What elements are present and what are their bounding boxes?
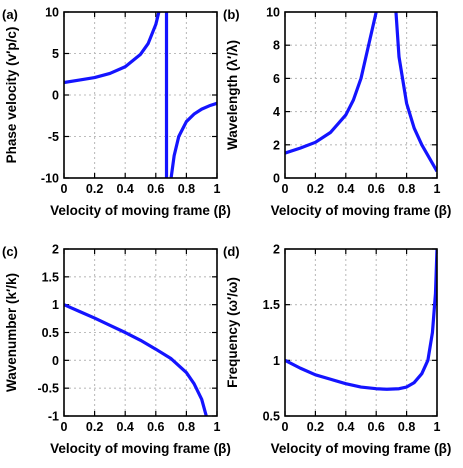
y-tick-label: 4	[273, 105, 280, 119]
y-tick-label: 0	[52, 89, 59, 103]
x-tick-label: 1	[434, 420, 441, 434]
x-tick-label: 0.4	[117, 182, 134, 196]
y-tick-label: 1	[273, 354, 280, 368]
x-axis-label: Velocity of moving frame (β)	[271, 441, 452, 456]
x-tick-label: 0.8	[178, 182, 195, 196]
chart-panel-c: 0 0.2 0.4 0.6 0.8 1 -1 -0.5 0 0.5 1 1.5 2 (c) Velocity…	[2, 243, 231, 457]
series-line-1	[64, 12, 161, 85]
x-tick-label: 0.6	[147, 420, 164, 434]
y-axis-label: Phase velocity (v′p/c)	[4, 27, 19, 164]
x-tick-label: 1	[214, 420, 221, 434]
y-tick-label: 2	[273, 138, 280, 152]
y-axis-label: Frequency (ω′/ω)	[225, 277, 240, 388]
panel-label: (b)	[223, 7, 240, 22]
panel-label: (d)	[223, 244, 240, 259]
y-tick-label: 2	[52, 243, 59, 257]
y-tick-label: 0	[52, 354, 59, 368]
plot-frame	[63, 248, 218, 417]
x-tick-label: 1	[214, 182, 221, 196]
y-tick-label: 1	[52, 298, 59, 312]
x-tick-label: 0.8	[178, 420, 195, 434]
panel-label: (c)	[2, 244, 18, 259]
y-tick-label: 10	[45, 6, 59, 20]
x-axis-label: Velocity of moving frame (β)	[271, 203, 452, 218]
y-tick-label: 1.5	[42, 270, 59, 284]
x-tick-label: 0.2	[86, 420, 103, 434]
x-tick-label: 0.2	[86, 182, 103, 196]
panel-label: (a)	[2, 7, 18, 22]
series-line-3	[169, 101, 217, 178]
series-line-1	[64, 303, 208, 416]
y-tick-label: 2	[273, 243, 280, 257]
x-tick-label: 0.6	[368, 182, 385, 196]
chart-panel-d: 0 0.2 0.4 0.6 0.8 1 0.5 1 1.5 2 (d) Velocity of mov…	[223, 243, 451, 457]
y-tick-label: -1	[48, 410, 59, 424]
chart-panel-a: 0 0.2 0.4 0.6 0.8 1 -10 -5 0 5 10 (a) Velocity of mo…	[2, 6, 231, 219]
plot-frame	[284, 11, 438, 179]
y-tick-label: 5	[52, 47, 59, 61]
y-tick-label: 0	[273, 172, 280, 186]
series-line-1	[285, 12, 378, 155]
y-tick-label: 0.5	[263, 410, 280, 424]
x-tick-label: 0	[282, 182, 289, 196]
y-tick-label: 6	[273, 72, 280, 86]
plot-frame	[284, 248, 438, 417]
y-tick-label: 0.5	[42, 326, 59, 340]
x-axis-label: Velocity of moving frame (β)	[50, 203, 231, 218]
x-tick-label: 0	[282, 420, 289, 434]
y-axis-label: Wavelength (λ′/λ)	[225, 40, 240, 150]
plot-frame	[63, 11, 218, 179]
x-tick-label: 0.4	[337, 420, 354, 434]
y-tick-label: 1.5	[263, 298, 280, 312]
y-tick-label: 10	[266, 6, 280, 20]
x-tick-label: 0	[61, 182, 68, 196]
x-axis-label: Velocity of moving frame (β)	[50, 441, 231, 456]
x-tick-label: 0.2	[307, 420, 324, 434]
x-tick-label: 1	[434, 182, 441, 196]
x-tick-label: 0.8	[398, 182, 415, 196]
x-tick-label: 0.8	[398, 420, 415, 434]
x-tick-label: 0.6	[147, 182, 164, 196]
x-tick-label: 0.4	[337, 182, 354, 196]
x-tick-label: 0.4	[117, 420, 134, 434]
series-line-2	[394, 12, 437, 173]
y-tick-label: 8	[273, 39, 280, 53]
x-tick-label: 0.6	[368, 420, 385, 434]
x-tick-label: 0	[61, 420, 68, 434]
series-line-1	[285, 249, 437, 391]
y-axis-label: Wavenumber (k′/k)	[4, 273, 19, 392]
x-tick-label: 0.2	[307, 182, 324, 196]
y-tick-label: -5	[48, 130, 59, 144]
y-tick-label: -10	[41, 172, 59, 186]
y-tick-label: -0.5	[37, 382, 59, 396]
